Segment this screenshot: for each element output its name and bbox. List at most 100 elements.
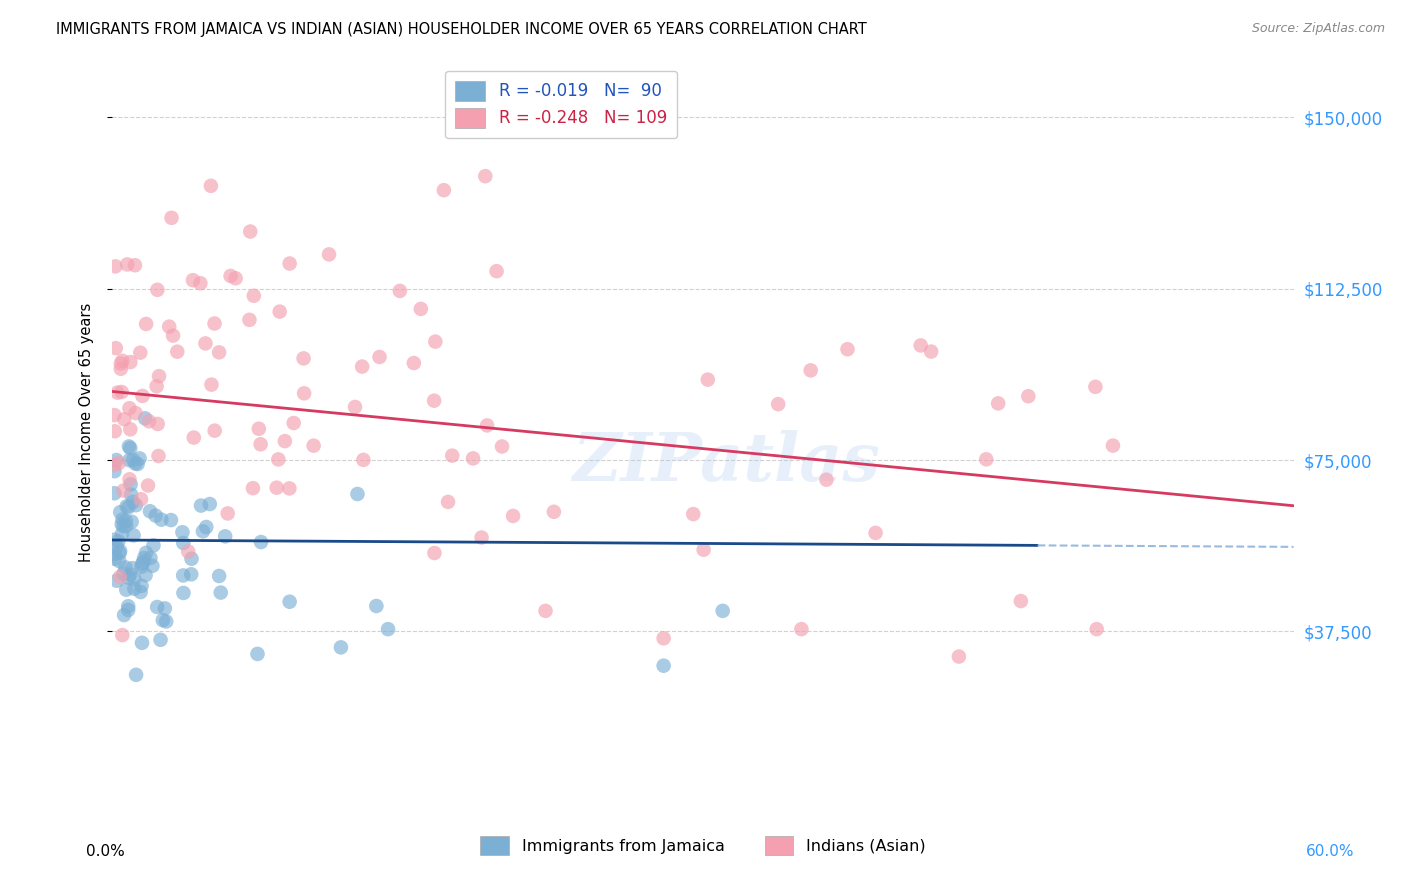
Point	[910, 338, 932, 352]
Point	[243, 289, 266, 303]
Point	[474, 169, 496, 184]
Point	[148, 449, 170, 463]
Point	[138, 414, 160, 428]
Point	[124, 406, 146, 420]
Point	[148, 369, 170, 384]
Point	[249, 437, 271, 451]
Point	[136, 478, 159, 492]
Point	[209, 585, 232, 599]
Point	[108, 544, 131, 558]
Point	[139, 550, 162, 565]
Point	[121, 561, 143, 575]
Point	[441, 449, 464, 463]
Point	[239, 225, 262, 239]
Point	[111, 517, 134, 532]
Point	[172, 525, 194, 540]
Point	[121, 515, 143, 529]
Point	[267, 452, 290, 467]
Point	[217, 507, 239, 521]
Point	[117, 599, 139, 614]
Point	[104, 551, 127, 566]
Point	[302, 439, 325, 453]
Point	[118, 440, 141, 454]
Point	[987, 396, 1010, 410]
Point	[534, 604, 557, 618]
Point	[283, 416, 305, 430]
Point	[194, 336, 217, 351]
Point	[183, 431, 205, 445]
Point	[491, 440, 513, 454]
Point	[104, 424, 127, 438]
Point	[107, 385, 129, 400]
Point	[292, 351, 315, 366]
Point	[129, 585, 152, 599]
Point	[437, 495, 460, 509]
Point	[120, 488, 142, 502]
Point	[409, 301, 432, 316]
Point	[110, 357, 132, 371]
Point	[204, 424, 226, 438]
Text: 0.0%: 0.0%	[86, 845, 125, 859]
Point	[124, 258, 146, 272]
Point	[470, 531, 492, 545]
Point	[461, 451, 484, 466]
Point	[162, 328, 184, 343]
Point	[292, 386, 315, 401]
Point	[352, 359, 374, 374]
Point	[114, 560, 136, 574]
Point	[204, 317, 226, 331]
Point	[433, 183, 456, 197]
Point	[112, 412, 135, 426]
Point	[214, 529, 236, 543]
Point	[104, 341, 127, 355]
Point	[129, 345, 152, 359]
Point	[242, 481, 264, 495]
Point	[108, 554, 131, 568]
Point	[800, 363, 823, 377]
Point	[135, 568, 157, 582]
Point	[131, 557, 153, 571]
Point	[115, 514, 138, 528]
Point	[131, 579, 153, 593]
Point	[180, 551, 202, 566]
Point	[129, 492, 152, 507]
Point	[920, 344, 942, 359]
Point	[366, 599, 388, 613]
Point	[402, 356, 425, 370]
Point	[837, 342, 859, 356]
Point	[103, 408, 125, 422]
Point	[948, 649, 970, 664]
Point	[134, 411, 156, 425]
Point	[107, 534, 129, 549]
Point	[172, 536, 194, 550]
Point	[112, 483, 135, 498]
Point	[190, 277, 212, 291]
Point	[198, 497, 221, 511]
Point	[1084, 380, 1107, 394]
Point	[274, 434, 297, 449]
Point	[191, 524, 214, 539]
Point	[105, 574, 128, 588]
Point	[682, 507, 704, 521]
Point	[172, 568, 194, 582]
Point	[266, 481, 288, 495]
Point	[652, 632, 675, 646]
Point	[124, 572, 146, 586]
Point	[157, 319, 180, 334]
Point	[190, 499, 212, 513]
Y-axis label: Householder Income Over 65 years: Householder Income Over 65 years	[79, 303, 94, 562]
Point	[108, 546, 131, 560]
Point	[124, 582, 146, 596]
Text: Source: ZipAtlas.com: Source: ZipAtlas.com	[1251, 22, 1385, 36]
Point	[543, 505, 565, 519]
Point	[766, 397, 789, 411]
Point	[177, 544, 200, 558]
Point	[219, 268, 242, 283]
Point	[149, 632, 172, 647]
Point	[111, 354, 134, 368]
Point	[118, 472, 141, 486]
Text: IMMIGRANTS FROM JAMAICA VS INDIAN (ASIAN) HOUSEHOLDER INCOME OVER 65 YEARS CORRE: IMMIGRANTS FROM JAMAICA VS INDIAN (ASIAN…	[56, 22, 868, 37]
Point	[146, 283, 169, 297]
Point	[104, 547, 127, 561]
Text: ZIPatlas: ZIPatlas	[572, 430, 880, 495]
